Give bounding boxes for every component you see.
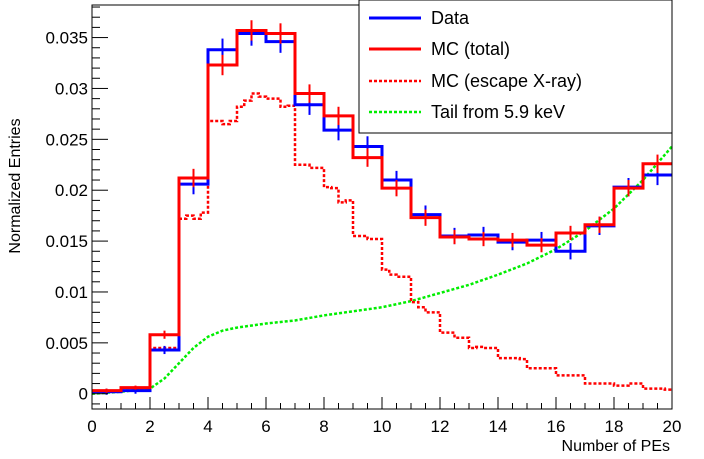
series-mc-escape-x-ray <box>92 92 672 393</box>
y-axis: 0 0.005 0.01 0.015 0.02 0.025 0.03 0.035 <box>45 6 108 405</box>
x-tick-label: 12 <box>431 417 450 436</box>
y-axis-title: Normalized Entries <box>7 118 24 253</box>
y-tick-label: 0.025 <box>45 130 88 149</box>
series-mc-total <box>92 20 672 393</box>
y-tick-label: 0 <box>79 385 88 404</box>
x-tick-label: 2 <box>145 417 154 436</box>
legend: Data MC (total) MC (escape X-ray) Tail from… <box>358 0 673 134</box>
x-axis-title: Number of PEs <box>562 438 670 455</box>
legend-data-label: Data <box>431 8 470 28</box>
x-tick-label: 10 <box>373 417 392 436</box>
y-tick-label: 0.03 <box>55 79 88 98</box>
legend-mc-escape-x-ray-label: MC (escape X-ray) <box>431 71 582 91</box>
x-axis: 0 2 4 6 8 10 12 14 16 18 20 <box>87 397 681 436</box>
legend-mc-total-label: MC (total) <box>431 39 510 59</box>
x-tick-label: 14 <box>489 417 508 436</box>
y-tick-label: 0.005 <box>45 334 88 353</box>
x-tick-label: 0 <box>87 417 96 436</box>
x-tick-label: 4 <box>203 417 212 436</box>
x-tick-label: 18 <box>605 417 624 436</box>
y-tick-label: 0.02 <box>55 181 88 200</box>
x-tick-label: 20 <box>663 417 682 436</box>
series-mc-escape-x-ray-line <box>92 92 672 393</box>
x-tick-label: 16 <box>547 417 566 436</box>
y-tick-label: 0.01 <box>55 283 88 302</box>
x-tick-label: 8 <box>319 417 328 436</box>
y-tick-label: 0.015 <box>45 232 88 251</box>
y-tick-label: 0.035 <box>45 29 88 48</box>
legend-tail-from-5-9-kev-label: Tail from 5.9 keV <box>431 102 565 122</box>
series-layer <box>91 20 673 395</box>
x-tick-label: 6 <box>261 417 270 436</box>
